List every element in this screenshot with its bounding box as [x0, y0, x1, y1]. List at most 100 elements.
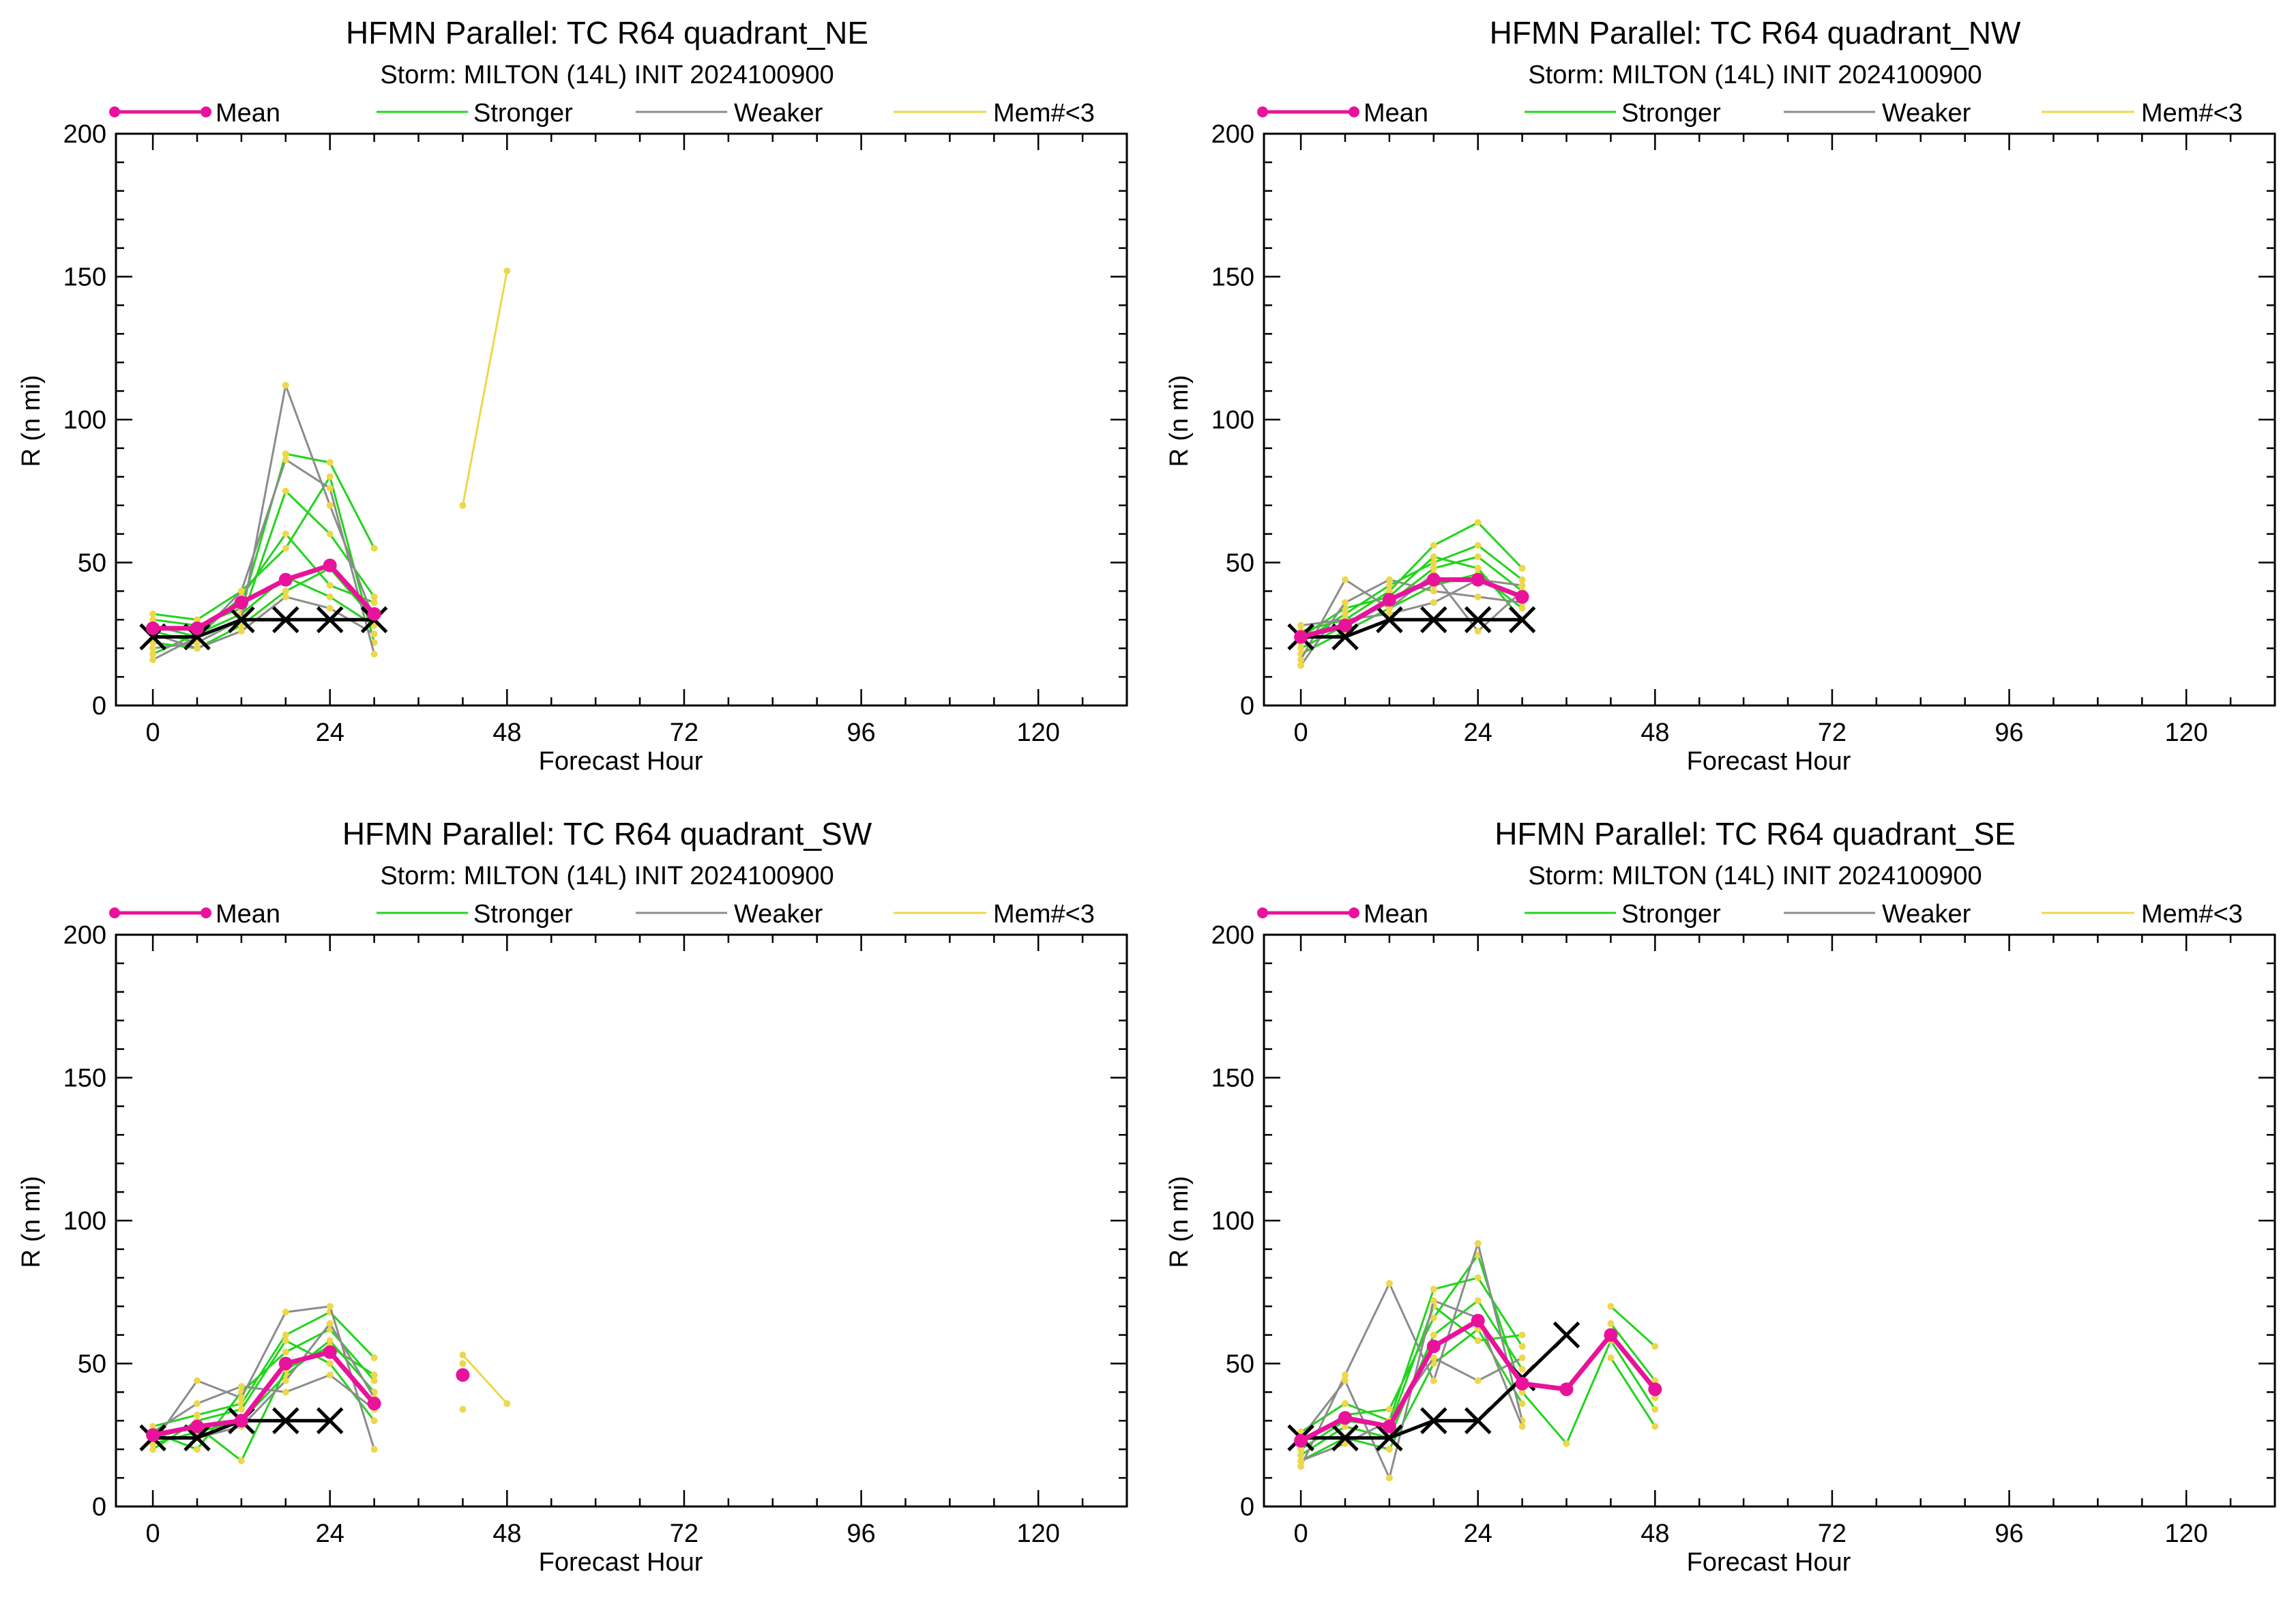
member-point — [1297, 1451, 1305, 1459]
best-track-series — [139, 606, 388, 651]
y-tick-label: 50 — [1226, 549, 1254, 578]
x-tick-label: 0 — [146, 718, 160, 747]
member-point — [370, 1371, 378, 1379]
member-point — [1607, 1354, 1615, 1362]
weaker-member-series — [1297, 576, 1526, 669]
member-point — [1518, 1423, 1526, 1430]
member-point — [1430, 1377, 1437, 1384]
best-track-marker — [316, 606, 344, 634]
series-line — [152, 1339, 375, 1445]
mean-point — [323, 558, 337, 572]
member-point — [1518, 1400, 1526, 1408]
member-point — [326, 582, 334, 589]
series-line — [1300, 544, 1523, 644]
member-point — [1297, 662, 1305, 669]
member-point — [1518, 1365, 1526, 1373]
member-point — [1297, 1457, 1305, 1464]
member-point — [1651, 1343, 1659, 1350]
legend-label-stronger: Stronger — [473, 900, 573, 929]
member-point — [1430, 1331, 1437, 1339]
member-point — [370, 593, 378, 600]
member-point — [1474, 542, 1482, 549]
member-point — [1474, 593, 1482, 600]
member-point — [1385, 1474, 1393, 1482]
member-point — [1385, 1280, 1393, 1287]
member-point — [193, 1400, 201, 1408]
member-point — [1474, 1274, 1482, 1281]
mean-series — [146, 558, 381, 635]
member-point — [326, 458, 334, 466]
x-tick-label: 72 — [1818, 1519, 1846, 1548]
legend-label-mean: Mean — [216, 900, 280, 929]
marker-stroke — [1376, 1424, 1403, 1452]
member-point — [370, 650, 378, 658]
member-point — [1430, 559, 1437, 566]
y-tick-label: 0 — [1240, 692, 1254, 720]
member-point — [1385, 576, 1393, 583]
member-point — [1518, 564, 1526, 572]
member-point — [326, 1371, 334, 1379]
member-point — [282, 544, 289, 552]
member-point — [282, 1331, 289, 1339]
x-tick-label: 24 — [1464, 1519, 1492, 1548]
member-point — [326, 473, 334, 480]
stronger-member-series — [149, 1309, 378, 1430]
panel-subtitle: Storm: MILTON (14L) INIT 2024100900 — [380, 862, 834, 890]
y-tick-label: 150 — [1211, 263, 1254, 292]
marker-stroke — [1331, 623, 1359, 651]
x-axis-label: Forecast Hour — [539, 747, 703, 776]
legend-label-mean: Mean — [1364, 900, 1428, 929]
member-point — [1563, 1440, 1570, 1447]
marker-stroke — [1420, 1407, 1447, 1435]
member-point — [282, 1309, 289, 1316]
marker-stroke — [1464, 1407, 1492, 1435]
series-line — [461, 270, 508, 506]
panel-title: HFMN Parallel: TC R64 quadrant_SE — [1495, 816, 2016, 851]
panel-subtitle: Storm: MILTON (14L) INIT 2024100900 — [380, 61, 834, 89]
legend-marker-mean — [109, 907, 120, 918]
member-point — [1518, 582, 1526, 589]
member-point — [1385, 1406, 1393, 1413]
best-track-series — [1287, 606, 1536, 651]
legend-label-stronger: Stronger — [1621, 900, 1721, 929]
legend-label-mem-lt3: Mem#<3 — [2141, 99, 2243, 128]
member-point — [1297, 1463, 1305, 1470]
y-tick-label: 50 — [1226, 1350, 1254, 1379]
member-point — [282, 593, 289, 600]
legend-label-mem-lt3: Mem#<3 — [993, 99, 1095, 128]
mean-point — [1515, 589, 1529, 604]
member-point — [1651, 1377, 1659, 1384]
member-point — [282, 587, 289, 595]
x-tick-label: 72 — [670, 718, 698, 747]
mem-lt3-series — [459, 1351, 511, 1408]
member-point — [237, 587, 245, 595]
plot-area: 0 50 100 150 200 0 24 48 72 96 120 — [63, 921, 1128, 1548]
member-point — [149, 656, 157, 663]
legend-marker-mean — [109, 106, 120, 117]
member-point — [1651, 1406, 1659, 1413]
best-track-marker — [1331, 1424, 1359, 1452]
y-tick-label: 100 — [63, 406, 106, 435]
mean-point — [1604, 1328, 1618, 1342]
member-point — [1341, 1371, 1349, 1379]
series-line — [152, 458, 376, 661]
member-point — [1385, 1446, 1393, 1453]
y-tick-label: 150 — [63, 263, 106, 292]
marker-stroke — [1464, 606, 1492, 634]
y-tick-label: 100 — [63, 1207, 106, 1236]
mean-point — [1294, 1433, 1308, 1448]
x-tick-label: 120 — [1016, 718, 1059, 747]
x-axis-label: Forecast Hour — [539, 1548, 703, 1577]
x-tick-label: 120 — [2164, 1519, 2207, 1548]
legend-label-mean: Mean — [216, 99, 280, 128]
member-point — [1474, 1240, 1482, 1247]
x-tick-label: 96 — [847, 1519, 875, 1548]
member-point — [1474, 1377, 1482, 1384]
member-point — [370, 1417, 378, 1425]
panel-nw: HFMN Parallel: TC R64 quadrant_NW Storm:… — [1165, 15, 2276, 776]
legend: Mean Stronger Weaker Mem#<3 — [1257, 900, 2243, 929]
member-point — [370, 1354, 378, 1362]
member-point — [1430, 599, 1437, 607]
